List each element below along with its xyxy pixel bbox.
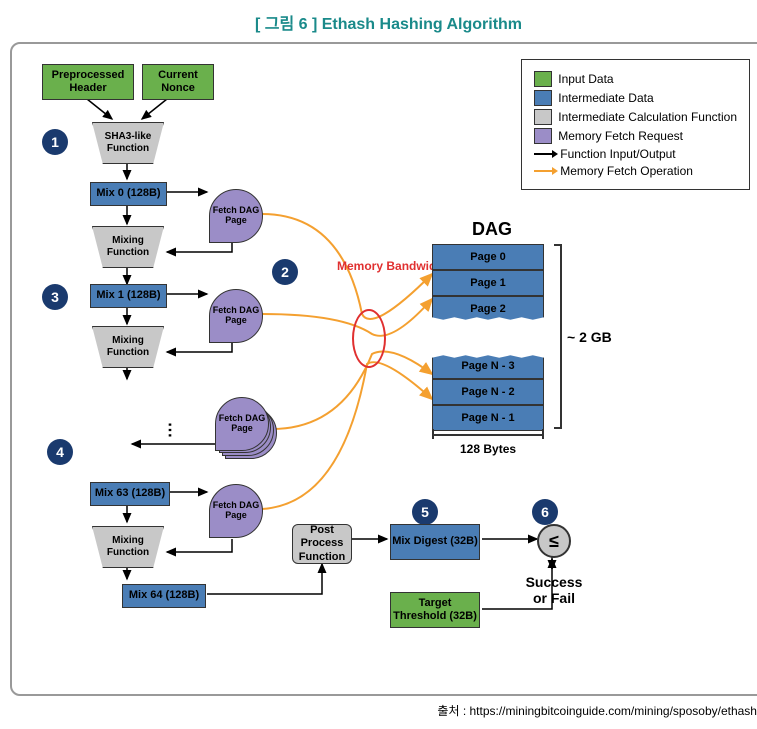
step-circle-3: 3 <box>42 284 68 310</box>
node-mix64: Mix 64 (128B) <box>122 584 206 608</box>
legend-swatch <box>534 128 552 144</box>
legend-label: Memory Fetch Request <box>558 129 683 143</box>
legend-item: Intermediate Data <box>534 90 737 106</box>
legend-item: Function Input/Output <box>534 147 737 161</box>
node-current-nonce: Current Nonce <box>142 64 214 100</box>
legend-label: Intermediate Calculation Function <box>558 110 737 124</box>
dag-page: Page 0 <box>432 244 544 270</box>
legend-item: Input Data <box>534 71 737 87</box>
node-mix63: Mix 63 (128B) <box>90 482 170 506</box>
node-compare: ≤ <box>537 524 571 558</box>
figure-title: [ 그림 6 ] Ethash Hashing Algorithm <box>10 10 757 34</box>
step-circle-4: 4 <box>47 439 73 465</box>
legend-label: Input Data <box>558 72 613 86</box>
dag-width-label: 128 Bytes <box>460 442 516 456</box>
node-preproc-header: Preprocessed Header <box>42 64 134 100</box>
node-mixing-function: Mixing Function <box>92 526 164 568</box>
dag-title: DAG <box>472 219 512 240</box>
dag-page: Page N - 1 <box>432 405 544 431</box>
step-circle-2: 2 <box>272 259 298 285</box>
node-fetch-dag: Fetch DAG Page <box>215 397 269 451</box>
node-fetch-dag: Fetch DAG Page <box>209 484 263 538</box>
dag-page: Page N - 2 <box>432 379 544 405</box>
legend-item: Intermediate Calculation Function <box>534 109 737 125</box>
step-circle-1: 1 <box>42 129 68 155</box>
ellipsis-icon: ⋯ <box>160 422 179 438</box>
diagram: Input Data Intermediate Data Intermediat… <box>10 42 757 696</box>
legend-item: Memory Fetch Request <box>534 128 737 144</box>
legend-swatch <box>534 109 552 125</box>
legend-label: Function Input/Output <box>560 147 675 161</box>
node-mixing-function: Mixing Function <box>92 326 164 368</box>
node-post-process: Post Process Function <box>292 524 352 564</box>
node-mix-digest: Mix Digest (32B) <box>390 524 480 560</box>
dag-pages-top: Page 0 Page 1 Page 2 <box>432 244 544 321</box>
node-mix1: Mix 1 (128B) <box>90 284 167 308</box>
step-circle-6: 6 <box>532 499 558 525</box>
dag-page: Page N - 3 <box>432 354 544 379</box>
legend: Input Data Intermediate Data Intermediat… <box>521 59 750 190</box>
legend-swatch <box>534 71 552 87</box>
legend-swatch <box>534 90 552 106</box>
node-fetch-dag: Fetch DAG Page <box>209 189 263 243</box>
source-citation: 출처 : https://miningbitcoinguide.com/mini… <box>10 702 757 719</box>
dag-size-label: ~ 2 GB <box>567 329 612 345</box>
node-mixing-function: Mixing Function <box>92 226 164 268</box>
dag-page: Page 2 <box>432 296 544 321</box>
dag-page: Page 1 <box>432 270 544 296</box>
step-circle-5: 5 <box>412 499 438 525</box>
node-target-threshold: Target Threshold (32B) <box>390 592 480 628</box>
legend-item: Memory Fetch Operation <box>534 164 737 178</box>
bandwidth-oval-icon <box>352 309 386 368</box>
dag-bracket-right <box>552 244 562 429</box>
legend-arrow-icon <box>534 170 554 172</box>
legend-label: Memory Fetch Operation <box>560 164 693 178</box>
node-sha3-function: SHA3-like Function <box>92 122 164 164</box>
dag-pages-bottom: Page N - 3 Page N - 2 Page N - 1 <box>432 354 544 431</box>
legend-arrow-icon <box>534 153 554 155</box>
node-mix0: Mix 0 (128B) <box>90 182 167 206</box>
node-fetch-dag: Fetch DAG Page <box>209 289 263 343</box>
result-label: Success or Fail <box>519 574 589 606</box>
dag-width-bracket <box>432 434 544 436</box>
legend-label: Intermediate Data <box>558 91 653 105</box>
